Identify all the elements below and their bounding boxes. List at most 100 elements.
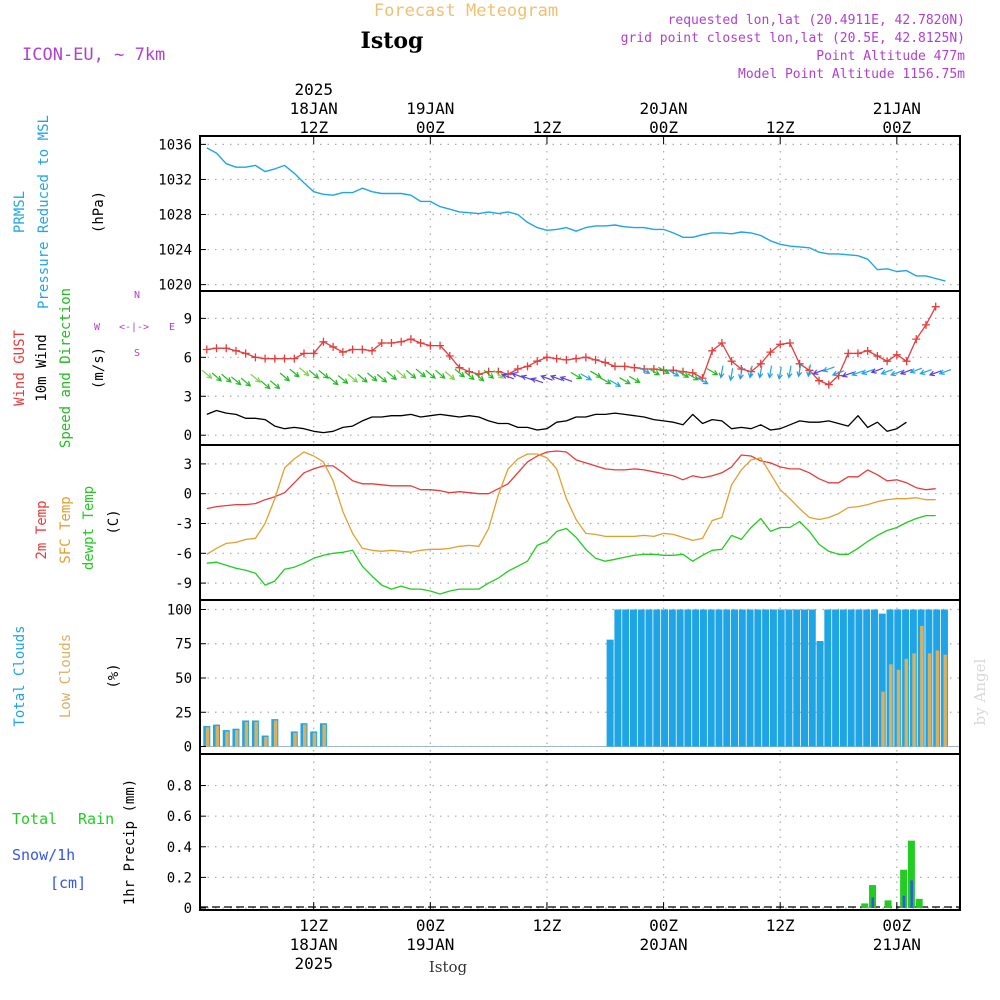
total-cloud-bar: [785, 609, 793, 747]
wind-direction-arrow: [880, 368, 893, 375]
total-cloud-bar: [762, 609, 770, 747]
bottom-time-label: 19JAN: [406, 935, 454, 954]
y-tick-label: 0.8: [167, 779, 192, 795]
wind-direction-arrow: [796, 364, 803, 378]
total-cloud-bar: [793, 609, 801, 747]
credit-watermark: by Angel: [971, 658, 989, 725]
rain-bar: [915, 898, 923, 908]
y-tick-label: 25: [175, 705, 192, 721]
rain-bar: [861, 903, 869, 908]
gust-marker: [329, 342, 338, 351]
total-cloud-bar: [645, 609, 653, 747]
total-cloud-bar: [653, 609, 661, 747]
low-cloud-bar: [205, 727, 210, 747]
wind-direction-arrow: [540, 374, 553, 381]
wind-direction-arrow: [530, 377, 544, 384]
total-cloud-bar: [855, 609, 863, 747]
bottom-time-label: 00Z: [649, 916, 678, 935]
gust-marker: [426, 341, 435, 350]
wind-direction-arrow: [501, 373, 514, 380]
gust-marker: [436, 341, 445, 350]
y-tick-label: -9: [175, 576, 192, 592]
y-tick-label: 3: [184, 457, 192, 473]
wind-direction-arrow: [638, 366, 651, 374]
top-time-label: 12Z: [299, 118, 328, 137]
top-time-label: 12Z: [766, 118, 795, 137]
y-tick-label: 0: [184, 428, 192, 444]
gust-marker: [727, 357, 736, 366]
wind-direction-arrow: [899, 368, 913, 375]
gust-marker: [251, 353, 260, 362]
total-cloud-bar: [816, 641, 824, 747]
y-tick-label: -6: [175, 546, 192, 562]
gust-marker: [222, 344, 231, 353]
total-cloud-bar: [731, 609, 739, 747]
wind-direction-arrow: [747, 365, 754, 379]
wind-direction-arrow: [628, 375, 641, 384]
top-time-label: 18JAN: [290, 99, 338, 118]
wind-direction-arrow: [919, 368, 932, 375]
wind-direction-arrow: [240, 377, 252, 387]
bottom-time-label: 18JAN: [290, 935, 338, 954]
snow-bar: [902, 895, 906, 908]
total-cloud-bar: [746, 609, 754, 747]
rain-bar: [907, 840, 915, 908]
top-time-label: 20JAN: [639, 99, 687, 118]
snow-bar: [910, 880, 913, 908]
top-time-label: 00Z: [882, 118, 911, 137]
total-cloud-bar: [661, 609, 669, 747]
model-label: ICON-EU, ~ 7km: [22, 45, 165, 65]
rain-bar: [900, 869, 908, 908]
low-clouds-label: Low Clouds: [58, 634, 74, 718]
wind-direction-arrow: [767, 365, 774, 379]
gust-marker: [883, 357, 892, 366]
low-cloud-bar: [927, 653, 932, 747]
data-layer: [200, 147, 960, 908]
compass-n: N: [134, 290, 140, 301]
gust-marker: [358, 345, 367, 354]
wind-direction-arrow: [658, 366, 670, 374]
low-cloud-bar: [234, 730, 239, 747]
gust-marker: [756, 359, 765, 368]
dewpoint-line: [206, 514, 936, 595]
total-cloud-bar: [777, 609, 785, 747]
precip-rain-label: Rain: [78, 810, 114, 828]
wind-direction-arrow: [786, 365, 793, 379]
top-time-label: 21JAN: [873, 99, 921, 118]
total-cloud-bar: [723, 609, 731, 747]
wind-direction-arrow: [376, 373, 388, 383]
low-cloud-bar: [881, 691, 885, 747]
precip-total-label: Total: [12, 810, 57, 828]
rain-bar: [884, 900, 892, 908]
bottom-time-label: 12Z: [533, 916, 562, 935]
y-tick-label: 0: [184, 901, 192, 917]
gust-marker: [368, 346, 377, 355]
wind-direction-arrow: [580, 373, 593, 381]
y-tick-label: 0: [184, 740, 192, 756]
wind-direction-arrow: [776, 366, 783, 381]
wind-direction-arrow: [890, 370, 903, 377]
wind-direction-arrow: [435, 369, 446, 379]
y-tick-label: 6: [184, 350, 192, 366]
wind-direction-arrow: [831, 370, 845, 377]
wind-direction-arrow: [473, 372, 485, 382]
point-altitude: Point Altitude 477m: [816, 49, 965, 64]
wind-direction-arrow: [299, 367, 310, 377]
gust-marker: [815, 376, 824, 385]
gust-marker: [892, 350, 901, 359]
wind-direction-arrow: [821, 366, 835, 373]
bottom-time-label: 00Z: [882, 916, 911, 935]
gust-marker: [241, 349, 250, 358]
total-cloud-bar: [839, 609, 847, 747]
footer-location: Istog: [429, 958, 468, 976]
gust-marker: [299, 349, 308, 358]
wind-direction-arrow: [396, 369, 407, 379]
total-cloud-bar: [614, 609, 622, 747]
gust-marker: [231, 346, 240, 355]
total-cloud-bar: [870, 609, 878, 747]
wind-direction-arrow: [706, 368, 719, 376]
wind-direction-arrow: [909, 367, 923, 374]
gust-marker: [591, 355, 600, 364]
wind-direction-arrow: [347, 373, 359, 383]
snow-bar: [871, 897, 875, 908]
